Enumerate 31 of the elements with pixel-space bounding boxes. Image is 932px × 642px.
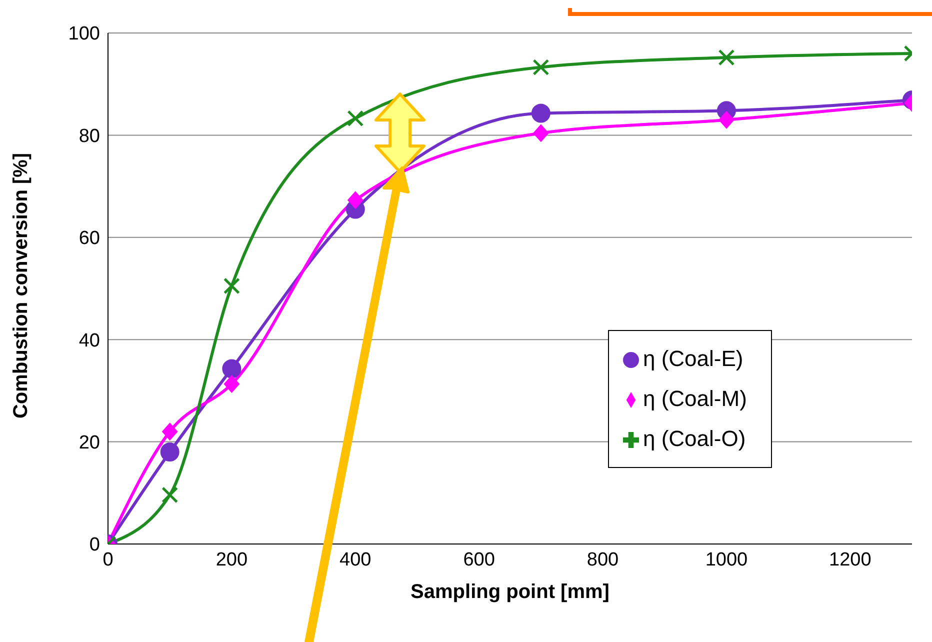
x-tick-label: 600 [463,549,495,570]
point [162,486,178,504]
x-axis-title: Sampling point [mm] [410,581,610,603]
y-tick-label: 60 [78,228,100,250]
x-tick-label: 400 [340,549,372,570]
point [718,49,735,66]
point [532,58,550,76]
point [222,359,242,378]
point [160,442,180,462]
x-tick-label: 800 [586,549,619,570]
y-axis-title: Combustion conversion [%] [10,152,32,418]
point [224,375,240,394]
y-tick-label: 40 [78,330,100,352]
point [347,110,364,127]
x-tick-label: 1200 [829,549,872,570]
y-tick-label: 100 [68,24,100,45]
point [531,104,550,123]
legend-label: η (Coal-E) [643,346,744,371]
x-tick-label: 0 [102,549,114,570]
y-tick-label: 20 [78,432,100,454]
y-tick-label: 0 [89,534,100,556]
point [532,124,549,142]
x-tick-label: 200 [216,549,248,570]
x-tick-label: 1000 [705,549,748,570]
point [223,278,240,294]
point [162,422,178,441]
point [347,191,364,210]
legend-label: η (Coal-O) [643,426,746,451]
point [718,110,734,129]
legend-label: η (Coal-M) [643,386,747,411]
y-tick-label: 80 [78,126,100,147]
